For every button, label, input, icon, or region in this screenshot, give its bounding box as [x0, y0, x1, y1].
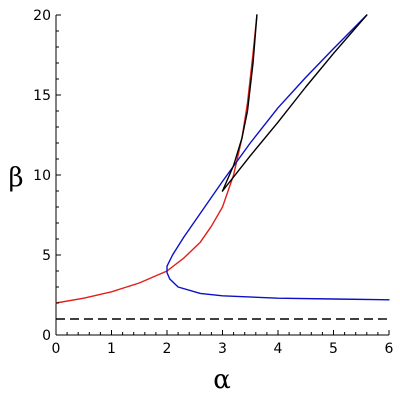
y-tick-label: 20 [33, 8, 51, 24]
ticks: 0 1 2 3 4 5 6 0 5 10 15 20 [33, 8, 393, 357]
x-tick-label: 1 [107, 341, 116, 357]
y-axis-title: β [8, 163, 23, 193]
series-line-4 [221, 14, 368, 192]
x-axis-title: α [213, 365, 231, 395]
series-line-3 [221, 14, 258, 192]
y-tick-label: 15 [33, 88, 51, 104]
series-line-1 [55, 14, 258, 304]
x-tick-label: 3 [218, 341, 227, 357]
x-tick-label: 2 [163, 341, 172, 357]
y-tick-label: 0 [42, 328, 51, 344]
y-tick-label: 10 [33, 168, 51, 184]
y-tick-label: 5 [42, 248, 51, 264]
x-tick-label: 4 [274, 341, 283, 357]
x-tick-label: 6 [385, 341, 394, 357]
x-tick-label: 5 [329, 341, 338, 357]
series-layer [55, 14, 390, 320]
axes [55, 15, 389, 336]
series-line-2 [166, 14, 390, 301]
x-tick-label: 0 [52, 341, 61, 357]
